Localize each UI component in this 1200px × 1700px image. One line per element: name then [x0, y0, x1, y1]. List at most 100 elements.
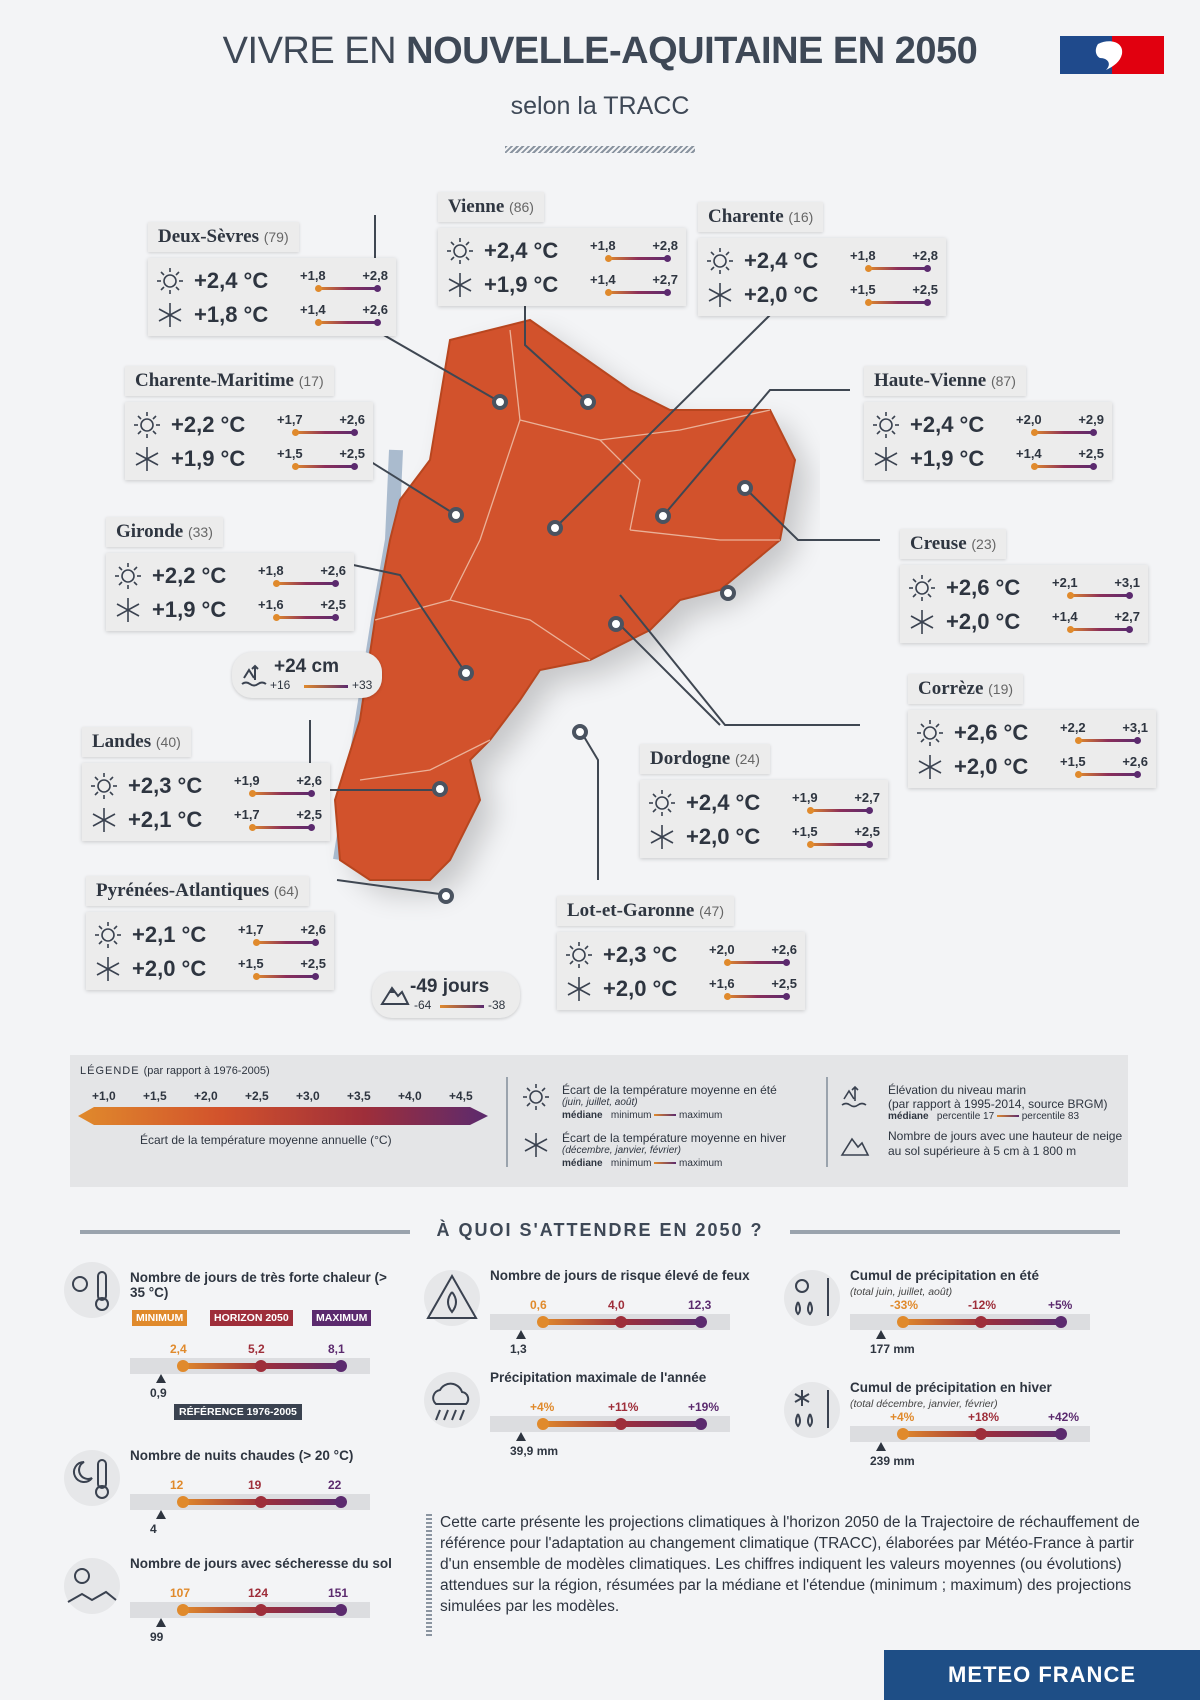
range-min-dot	[807, 807, 814, 814]
map-pin[interactable]	[720, 585, 736, 601]
range-bar	[256, 941, 316, 944]
range-max-dot	[308, 824, 315, 831]
department-card: Pyrénées-Atlantiques (64) +2,1 °C +1,7 +2,6…	[86, 876, 334, 990]
legend-maximum: maximum	[679, 1110, 723, 1121]
winter-range: +1,5 +2,5	[792, 824, 880, 850]
winter-max: +2,6	[1122, 754, 1148, 769]
range-bar	[295, 465, 355, 468]
map-pin[interactable]	[492, 394, 508, 410]
summer-max: +3,1	[1114, 575, 1140, 590]
winter-row: +2,0 °C +1,4 +2,7	[908, 605, 1140, 639]
department-code: (79)	[263, 229, 289, 245]
summer-row: +2,6 °C +2,2 +3,1	[916, 716, 1148, 750]
legend-scale-tick: +1,5	[143, 1089, 167, 1103]
summer-max: +2,6	[771, 942, 797, 957]
sea-level-range-bar	[304, 685, 348, 688]
summer-range: +1,7 +2,6	[277, 412, 365, 438]
range-min-dot	[249, 790, 256, 797]
map-pin[interactable]	[432, 781, 448, 797]
range-max-dot	[866, 841, 873, 848]
indicator-title: Nombre de jours de très forte chaleur (>…	[130, 1270, 387, 1300]
summer-min: +1,9	[792, 790, 818, 805]
indicator-min-dot	[177, 1496, 189, 1508]
summer-median: +2,2 °C	[152, 563, 227, 588]
summer-range: +2,2 +3,1	[1060, 720, 1148, 746]
summer-max: +2,8	[652, 238, 678, 253]
department-code: (23)	[971, 536, 997, 552]
range-min-dot	[292, 429, 299, 436]
department-name: Deux-Sèvres (79)	[148, 222, 299, 252]
summer-range: +1,9 +2,6	[234, 773, 322, 799]
legend-scale-label: Écart de la température moyenne annuelle…	[140, 1133, 392, 1147]
reference-marker	[156, 1374, 166, 1383]
summer-range: +1,8 +2,8	[850, 248, 938, 274]
indicator-winter-precip: Cumul de précipitation en hiver (total dé…	[782, 1380, 1122, 1490]
department-name: Haute-Vienne (87)	[864, 366, 1026, 396]
department-name: Gironde (33)	[106, 517, 223, 547]
department-code: (64)	[273, 883, 299, 899]
map-pin[interactable]	[608, 616, 624, 632]
range-bar	[727, 995, 787, 998]
summer-rain-icon	[784, 1270, 840, 1326]
winter-median: +2,0 °C	[946, 609, 1021, 634]
department-card: Landes (40) +2,3 °C +1,9 +2,6 +2,1 °C +1,7 +2,…	[82, 727, 330, 841]
sun-icon	[909, 575, 935, 601]
summer-median: +2,4 °C	[744, 248, 819, 273]
department-name: Corrèze (19)	[908, 674, 1024, 704]
legend-scale-tick: +4,0	[398, 1089, 422, 1103]
range-max-dot	[1126, 626, 1133, 633]
range-bar	[608, 291, 668, 294]
range-bar	[252, 792, 312, 795]
summer-median: +2,3 °C	[128, 773, 203, 798]
indicator-median-dot	[975, 1316, 987, 1328]
snowflake-icon	[158, 303, 182, 327]
range-max-dot	[1134, 771, 1141, 778]
legend-minimum: minimum	[610, 1110, 652, 1121]
winter-max: +2,5	[1078, 446, 1104, 461]
sea-level-icon	[841, 1085, 867, 1108]
map-pin[interactable]	[737, 480, 753, 496]
indicator-max: 22	[328, 1478, 342, 1492]
indicator-median: 4,0	[608, 1298, 625, 1312]
map-pin[interactable]	[547, 520, 563, 536]
summer-median: +2,4 °C	[910, 412, 985, 437]
description-rule	[426, 1514, 432, 1636]
range-bar	[1034, 431, 1094, 434]
indicator-median: +18%	[968, 1410, 1000, 1424]
indicator-median-dot	[255, 1604, 267, 1616]
indicator-reference: 239 mm	[870, 1454, 915, 1468]
winter-median: +2,0 °C	[954, 754, 1029, 779]
map-pin[interactable]	[655, 508, 671, 524]
map-pin[interactable]	[580, 394, 596, 410]
summer-row: +2,4 °C +1,9 +2,7	[648, 786, 880, 820]
summer-row: +2,2 °C +1,7 +2,6	[133, 408, 365, 442]
reference-marker	[516, 1330, 526, 1339]
legend-winter-label: Écart de la température moyenne en hiver	[562, 1131, 787, 1145]
department-card: Gironde (33) +2,2 °C +1,8 +2,6 +1,9 °C +1,6 +2…	[106, 517, 354, 631]
summer-row: +2,4 °C +2,0 +2,9	[872, 408, 1104, 442]
reference-marker	[156, 1510, 166, 1519]
winter-min: +1,5	[850, 282, 876, 297]
legend-maximum: maximum	[679, 1158, 723, 1169]
map-pin[interactable]	[572, 724, 588, 740]
sun-icon	[91, 773, 117, 799]
map-pin[interactable]	[438, 888, 454, 904]
winter-row: +2,1 °C +1,7 +2,5	[90, 803, 322, 837]
indicator-min: 107	[170, 1586, 191, 1600]
reference-marker	[876, 1442, 886, 1451]
summer-median: +2,3 °C	[603, 942, 678, 967]
winter-min: +1,5	[1060, 754, 1086, 769]
range-min-dot	[605, 255, 612, 262]
winter-median: +2,0 °C	[132, 956, 207, 981]
summer-min: +1,8	[300, 268, 326, 283]
legend-scale-tick: +3,5	[347, 1089, 371, 1103]
summer-range: +2,1 +3,1	[1052, 575, 1140, 601]
winter-max: +2,5	[300, 956, 326, 971]
summer-max: +2,6	[339, 412, 365, 427]
summer-median: +2,4 °C	[194, 268, 269, 293]
indicator-max-dot	[1055, 1316, 1067, 1328]
summer-min: +2,0	[1016, 412, 1042, 427]
map-pin[interactable]	[458, 665, 474, 681]
winter-min: +1,4	[590, 272, 616, 287]
map-pin[interactable]	[448, 507, 464, 523]
